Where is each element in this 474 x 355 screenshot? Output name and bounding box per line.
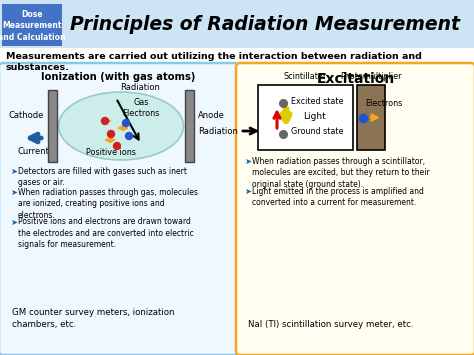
- Text: NaI (Tl) scintillation survey meter, etc.: NaI (Tl) scintillation survey meter, etc…: [248, 320, 413, 329]
- Text: Positive ions and electrons are drawn toward
the electrodes and are converted in: Positive ions and electrons are drawn to…: [18, 218, 194, 250]
- Text: Principles of Radiation Measurement: Principles of Radiation Measurement: [70, 15, 460, 33]
- Ellipse shape: [58, 92, 183, 160]
- Bar: [2, 4, 62, 46]
- FancyBboxPatch shape: [0, 63, 238, 355]
- Text: Excited state: Excited state: [291, 97, 344, 105]
- Bar: [258, 85, 353, 150]
- Text: substances.: substances.: [6, 63, 70, 72]
- Text: Positive ions: Positive ions: [86, 148, 136, 157]
- Text: GM counter survey meters, ionization
chambers, etc.: GM counter survey meters, ionization cha…: [12, 308, 174, 329]
- Text: Anode: Anode: [198, 111, 225, 120]
- Bar: [357, 85, 385, 150]
- Text: Ground state: Ground state: [291, 127, 344, 137]
- Text: Cathode: Cathode: [9, 111, 44, 120]
- FancyBboxPatch shape: [236, 63, 474, 355]
- Bar: [185, 90, 194, 162]
- Text: When radiation passes through gas, molecules
are ionized, creating positive ions: When radiation passes through gas, molec…: [18, 188, 198, 220]
- Text: Light emitted in the process is amplified and
converted into a current for measu: Light emitted in the process is amplifie…: [252, 186, 424, 207]
- Text: ➤: ➤: [10, 188, 17, 197]
- Circle shape: [113, 142, 120, 149]
- Circle shape: [108, 131, 115, 137]
- Text: Detectors are filled with gases such as inert
gases or air.: Detectors are filled with gases such as …: [18, 167, 187, 187]
- Text: Measurements are carried out utilizing the interaction between radiation and: Measurements are carried out utilizing t…: [6, 52, 422, 61]
- Text: Photomultiplier: Photomultiplier: [340, 72, 402, 81]
- Text: Ionization (with gas atoms): Ionization (with gas atoms): [41, 72, 196, 82]
- Text: Dose
Measurement
and Calculation: Dose Measurement and Calculation: [0, 10, 66, 42]
- Circle shape: [122, 120, 129, 126]
- Text: ➤: ➤: [244, 157, 251, 166]
- Text: Radiation: Radiation: [198, 126, 238, 136]
- Text: ➤: ➤: [10, 167, 17, 176]
- Text: Scintillator: Scintillator: [284, 72, 327, 81]
- Bar: [48, 90, 57, 162]
- Text: Radiation: Radiation: [120, 83, 160, 92]
- Circle shape: [101, 118, 109, 125]
- Text: Current: Current: [17, 147, 49, 156]
- Text: Light: Light: [304, 112, 327, 121]
- Text: Gas
Electrons: Gas Electrons: [122, 98, 160, 118]
- Text: Electrons: Electrons: [365, 99, 402, 109]
- Text: ➤: ➤: [244, 186, 251, 196]
- Circle shape: [126, 132, 133, 140]
- Bar: [0, 0, 474, 48]
- Text: Excitation: Excitation: [316, 72, 395, 86]
- Text: ➤: ➤: [10, 218, 17, 226]
- Text: When radiation passes through a scintillator,
molecules are excited, but they re: When radiation passes through a scintill…: [252, 157, 430, 189]
